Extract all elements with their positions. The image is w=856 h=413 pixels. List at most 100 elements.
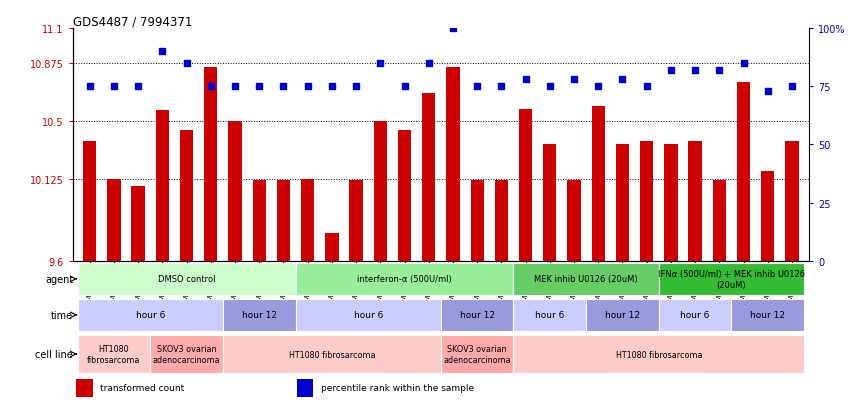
Bar	[107, 179, 121, 261]
Bar	[737, 83, 750, 261]
Point	[229, 84, 242, 90]
Bar	[132, 187, 145, 261]
Point	[180, 60, 193, 67]
Text: hour 12: hour 12	[605, 311, 640, 320]
Point	[300, 84, 314, 90]
Bar	[78, 263, 295, 295]
Point	[615, 77, 629, 83]
Point	[446, 26, 460, 32]
Text: agent: agent	[45, 274, 74, 284]
Bar	[640, 142, 653, 261]
Bar	[78, 335, 151, 373]
Bar	[446, 68, 460, 261]
Text: hour 6: hour 6	[354, 311, 383, 320]
Bar	[514, 335, 804, 373]
Point	[639, 84, 653, 90]
Text: hour 12: hour 12	[241, 311, 276, 320]
Bar	[253, 181, 266, 261]
Bar	[659, 263, 804, 295]
Text: hour 6: hour 6	[681, 311, 710, 320]
Text: hour 12: hour 12	[460, 311, 495, 320]
Bar	[586, 299, 659, 331]
Bar	[659, 299, 731, 331]
Bar	[785, 142, 799, 261]
Bar	[83, 142, 97, 261]
Point	[422, 60, 436, 67]
Point	[664, 67, 678, 74]
Text: IFNα (500U/ml) + MEK inhib U0126
(20uM): IFNα (500U/ml) + MEK inhib U0126 (20uM)	[658, 270, 805, 289]
Text: hour 6: hour 6	[535, 311, 564, 320]
Bar	[295, 299, 441, 331]
Text: hour 12: hour 12	[750, 311, 785, 320]
Point	[398, 84, 412, 90]
Point	[349, 84, 363, 90]
Bar	[297, 379, 313, 397]
Text: interferon-α (500U/ml): interferon-α (500U/ml)	[357, 275, 452, 284]
Text: SKOV3 ovarian
adenocarcinoma: SKOV3 ovarian adenocarcinoma	[152, 344, 220, 364]
Text: DMSO control: DMSO control	[158, 275, 216, 284]
Bar	[76, 379, 92, 397]
Bar	[223, 335, 441, 373]
Bar	[78, 299, 223, 331]
Point	[761, 88, 775, 95]
Point	[253, 84, 266, 90]
Text: hour 6: hour 6	[135, 311, 165, 320]
Point	[83, 84, 97, 90]
Bar	[422, 94, 436, 261]
Bar	[568, 181, 580, 261]
Point	[712, 67, 726, 74]
Bar	[180, 131, 193, 261]
Bar	[151, 335, 223, 373]
Text: cell line: cell line	[35, 349, 74, 359]
Bar	[156, 111, 169, 261]
Text: transformed count: transformed count	[100, 383, 184, 392]
Point	[737, 60, 751, 67]
Point	[107, 84, 121, 90]
Bar	[441, 335, 514, 373]
Bar	[761, 171, 775, 261]
Bar	[223, 299, 295, 331]
Bar	[295, 263, 514, 295]
Bar	[373, 122, 387, 261]
Point	[373, 60, 387, 67]
Point	[495, 84, 508, 90]
Point	[325, 84, 339, 90]
Bar	[713, 181, 726, 261]
Point	[519, 77, 532, 83]
Bar	[398, 131, 411, 261]
Bar	[276, 181, 290, 261]
Text: percentile rank within the sample: percentile rank within the sample	[321, 383, 474, 392]
Bar	[229, 122, 241, 261]
Bar	[514, 299, 586, 331]
Point	[543, 84, 556, 90]
Bar	[204, 68, 217, 261]
Point	[470, 84, 484, 90]
Point	[785, 84, 799, 90]
Point	[131, 84, 145, 90]
Bar	[664, 145, 678, 261]
Text: SKOV3 ovarian
adenocarcinoma: SKOV3 ovarian adenocarcinoma	[443, 344, 511, 364]
Text: time: time	[51, 310, 74, 320]
Point	[276, 84, 290, 90]
Bar	[441, 299, 514, 331]
Bar	[615, 145, 629, 261]
Point	[156, 49, 169, 55]
Bar	[471, 181, 484, 261]
Bar	[349, 181, 363, 261]
Point	[568, 77, 581, 83]
Point	[204, 84, 217, 90]
Bar	[325, 233, 338, 261]
Point	[688, 67, 702, 74]
Text: GDS4487 / 7994371: GDS4487 / 7994371	[73, 16, 192, 29]
Text: MEK inhib U0126 (20uM): MEK inhib U0126 (20uM)	[534, 275, 638, 284]
Bar	[688, 142, 702, 261]
Bar	[591, 107, 605, 261]
Text: HT1080 fibrosarcoma: HT1080 fibrosarcoma	[288, 350, 375, 358]
Text: HT1080
fibrosarcoma: HT1080 fibrosarcoma	[87, 344, 140, 364]
Bar	[301, 179, 314, 261]
Bar	[519, 109, 532, 261]
Bar	[544, 145, 556, 261]
Text: HT1080 fibrosarcoma: HT1080 fibrosarcoma	[615, 350, 702, 358]
Point	[591, 84, 605, 90]
Bar	[514, 263, 659, 295]
